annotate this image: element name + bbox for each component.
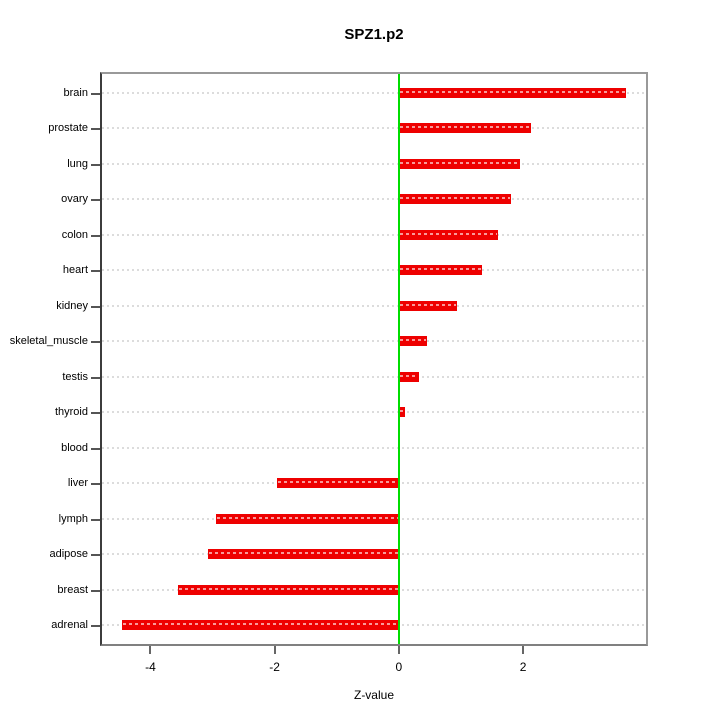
y-tick-mark xyxy=(91,554,100,557)
bar-dash-pattern xyxy=(122,623,398,626)
y-axis-label: ovary xyxy=(61,193,88,206)
y-axis-label: lung xyxy=(67,157,88,170)
gridline xyxy=(102,340,646,343)
bar-dash-pattern xyxy=(399,161,519,164)
x-tick-mark xyxy=(522,646,525,654)
bar-lymph xyxy=(216,513,399,524)
y-tick-mark xyxy=(91,234,100,237)
y-axis-label: prostate xyxy=(48,122,88,135)
y-axis-label: lymph xyxy=(58,512,88,525)
y-tick-mark xyxy=(91,128,100,131)
bar-dash-pattern xyxy=(399,90,626,93)
bar-thyroid xyxy=(398,407,406,418)
bar-dash-pattern xyxy=(399,197,510,200)
gridline xyxy=(102,375,646,378)
gridline xyxy=(102,269,646,272)
y-tick-mark xyxy=(91,270,100,273)
bar-adipose xyxy=(207,549,399,560)
x-tick-mark xyxy=(397,646,400,654)
bar-dash-pattern xyxy=(179,587,398,590)
y-axis-label: liver xyxy=(67,477,88,490)
bar-skeletal_muscle xyxy=(398,336,427,347)
y-axis-label: thyroid xyxy=(54,406,88,419)
y-tick-mark xyxy=(91,199,100,202)
bar-dash-pattern xyxy=(399,232,497,235)
y-axis-label: adipose xyxy=(49,548,88,561)
bar-dash-pattern xyxy=(399,339,426,342)
bar-adrenal xyxy=(121,620,399,631)
y-axis-label: skeletal_muscle xyxy=(9,335,88,348)
y-tick-mark xyxy=(91,305,100,308)
y-tick-mark xyxy=(91,92,100,95)
bar-heart xyxy=(398,265,483,276)
bar-dash-pattern xyxy=(399,374,418,377)
y-tick-mark xyxy=(91,341,100,344)
y-tick-mark xyxy=(91,518,100,521)
gridline xyxy=(102,411,646,414)
y-tick-mark xyxy=(91,376,100,379)
y-axis-label: testis xyxy=(62,370,88,383)
zero-reference-line xyxy=(397,74,400,644)
x-tick-label: -2 xyxy=(269,660,280,674)
gridline xyxy=(102,91,646,94)
bar-liver xyxy=(276,478,399,489)
chart-title: SPZ1.p2 xyxy=(344,26,404,43)
gridline xyxy=(102,162,646,165)
y-axis-label: adrenal xyxy=(51,619,88,632)
bar-dash-pattern xyxy=(208,552,398,555)
y-tick-mark xyxy=(91,589,100,592)
bar-dash-pattern xyxy=(217,516,398,519)
bar-dash-pattern xyxy=(399,410,405,413)
bar-kidney xyxy=(398,300,458,311)
gridline xyxy=(102,304,646,307)
x-tick-mark xyxy=(149,646,152,654)
x-tick-mark xyxy=(273,646,276,654)
x-tick-label: 2 xyxy=(519,660,527,674)
gridline xyxy=(102,127,646,130)
bar-dash-pattern xyxy=(277,481,398,484)
y-axis-label: blood xyxy=(61,441,88,454)
bar-colon xyxy=(398,229,498,240)
plot-area xyxy=(100,72,648,646)
y-tick-mark xyxy=(91,625,100,628)
x-axis-title: Z-value xyxy=(353,688,394,702)
y-axis-label: kidney xyxy=(56,299,88,312)
x-tick-label: -4 xyxy=(145,660,156,674)
y-tick-mark xyxy=(91,483,100,486)
y-axis-label: colon xyxy=(61,228,88,241)
gridline xyxy=(102,446,646,449)
y-axis-label: brain xyxy=(63,86,88,99)
bar-brain xyxy=(398,87,627,98)
bar-testis xyxy=(398,371,419,382)
y-axis-label: heart xyxy=(62,264,88,277)
gridline xyxy=(102,233,646,236)
y-tick-mark xyxy=(91,447,100,450)
bar-ovary xyxy=(398,194,511,205)
bar-lung xyxy=(398,158,520,169)
gridline xyxy=(102,198,646,201)
bar-dash-pattern xyxy=(399,126,531,129)
y-tick-mark xyxy=(91,412,100,415)
bar-dash-pattern xyxy=(399,268,482,271)
x-tick-label: 0 xyxy=(395,660,403,674)
bar-breast xyxy=(178,584,399,595)
bar-prostate xyxy=(398,123,532,134)
y-axis-label: breast xyxy=(57,583,88,596)
y-tick-mark xyxy=(91,163,100,166)
bar-dash-pattern xyxy=(399,303,457,306)
